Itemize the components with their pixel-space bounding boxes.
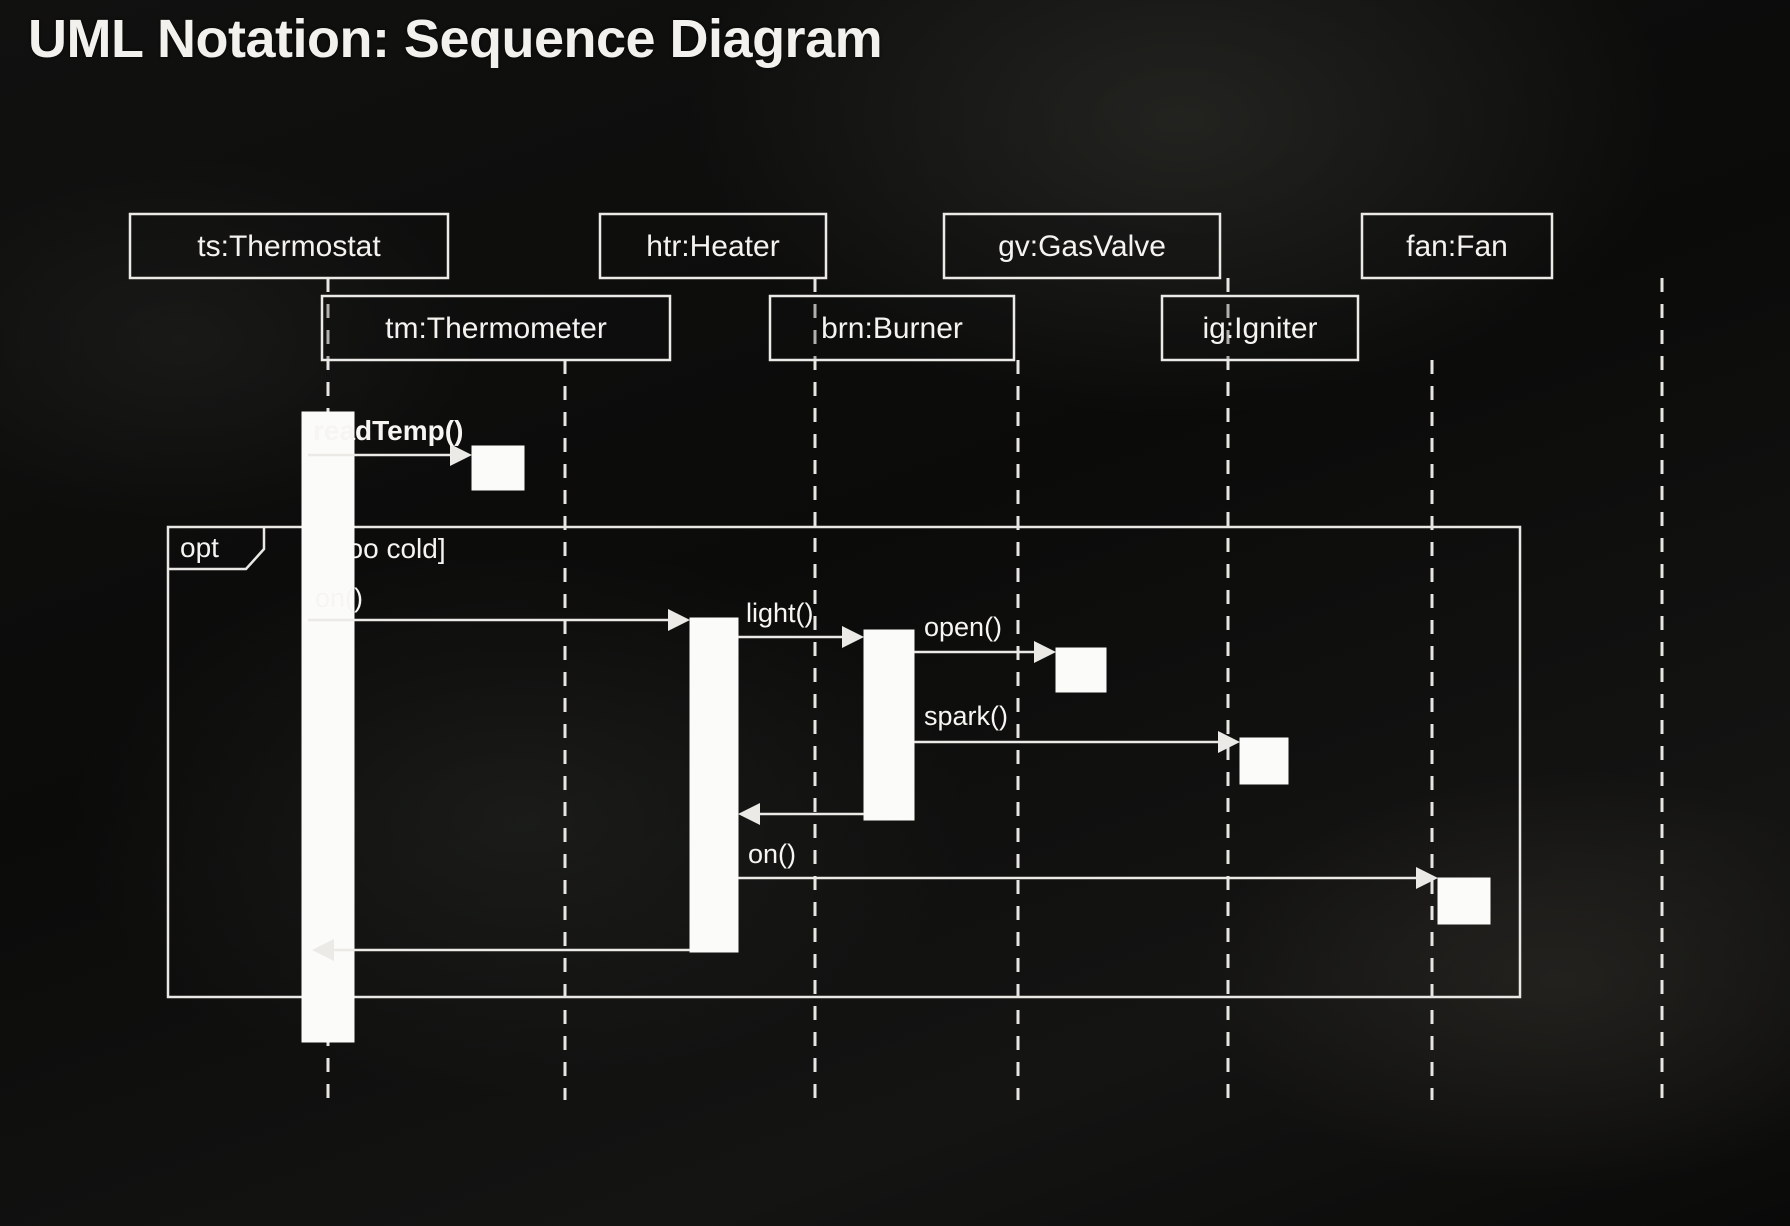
message-label-msg-readtemp: readTemp() xyxy=(313,415,463,446)
fragment-operator-label: opt xyxy=(180,532,219,563)
message-label-msg-spark: spark() xyxy=(924,701,1008,731)
lifeline-box-brn[interactable] xyxy=(768,294,1016,362)
activation-bar-fan xyxy=(1437,877,1491,925)
activation-bar-brn xyxy=(863,629,915,821)
activation-bar-htr xyxy=(689,617,739,953)
activation-bar-gv xyxy=(1055,647,1107,693)
combined-fragment-opt: opt [too cold] xyxy=(166,525,1522,999)
lifeline-header-brn[interactable]: brn:Burner xyxy=(768,294,1016,362)
message-label-msg-open: open() xyxy=(924,612,1002,642)
lifeline-label-htr: htr:Heater xyxy=(646,230,779,263)
message-label-msg-on-heater: on() xyxy=(315,583,363,613)
fragment-operator-tab xyxy=(168,527,266,571)
message-arrowhead-msg-on-fan xyxy=(1416,867,1438,889)
lifeline-group xyxy=(326,278,1664,1100)
lifeline-header-group: ts:Thermostat tm:Thermometer htr:Heater brn… xyxy=(128,212,1554,362)
activation-bar-ig xyxy=(1239,737,1289,785)
message-arrowhead-msg-light xyxy=(842,626,864,648)
message-arrowhead-msg-readtemp xyxy=(450,444,472,466)
lifeline-box-htr[interactable] xyxy=(598,212,828,280)
message-group: readTemp() on() light() open() spark() on() xyxy=(308,415,1438,961)
lifeline-box-ig[interactable] xyxy=(1160,294,1360,362)
lifeline-label-brn: brn:Burner xyxy=(821,312,963,345)
message-label-msg-on-fan: on() xyxy=(748,839,796,869)
lifeline-label-tm: tm:Thermometer xyxy=(385,312,607,345)
lifeline-header-ts[interactable]: ts:Thermostat xyxy=(128,212,450,280)
lifeline-box-ts[interactable] xyxy=(128,212,450,280)
lifeline-header-tm[interactable]: tm:Thermometer xyxy=(320,294,672,362)
lifeline-header-ig[interactable]: ig:Igniter xyxy=(1160,294,1360,362)
page-title: UML Notation: Sequence Diagram xyxy=(28,9,883,69)
lifeline-label-gv: gv:GasValve xyxy=(998,230,1166,263)
lifeline-header-gv[interactable]: gv:GasValve xyxy=(942,212,1222,280)
activation-bar-ts xyxy=(301,411,355,1043)
lifeline-label-ts: ts:Thermostat xyxy=(197,230,381,263)
fragment-border xyxy=(166,525,1522,999)
lifeline-header-fan[interactable]: fan:Fan xyxy=(1360,212,1554,280)
message-label-msg-light: light() xyxy=(746,598,814,628)
message-arrowhead-msg-brn-ret xyxy=(738,803,760,825)
lifeline-box-tm[interactable] xyxy=(320,294,672,362)
lifeline-box-fan[interactable] xyxy=(1360,212,1554,280)
activation-bar-tm xyxy=(471,445,525,491)
message-arrowhead-msg-on-heater xyxy=(668,609,690,631)
lifeline-box-gv[interactable] xyxy=(942,212,1222,280)
lifeline-label-ig: ig:Igniter xyxy=(1202,312,1317,345)
lifeline-label-fan: fan:Fan xyxy=(1406,230,1508,263)
message-arrowhead-msg-open xyxy=(1034,641,1056,663)
lifeline-header-htr[interactable]: htr:Heater xyxy=(598,212,828,280)
activation-group xyxy=(301,411,1491,1043)
message-arrowhead-msg-htr-ret xyxy=(312,939,334,961)
message-arrowhead-msg-spark xyxy=(1218,731,1240,753)
